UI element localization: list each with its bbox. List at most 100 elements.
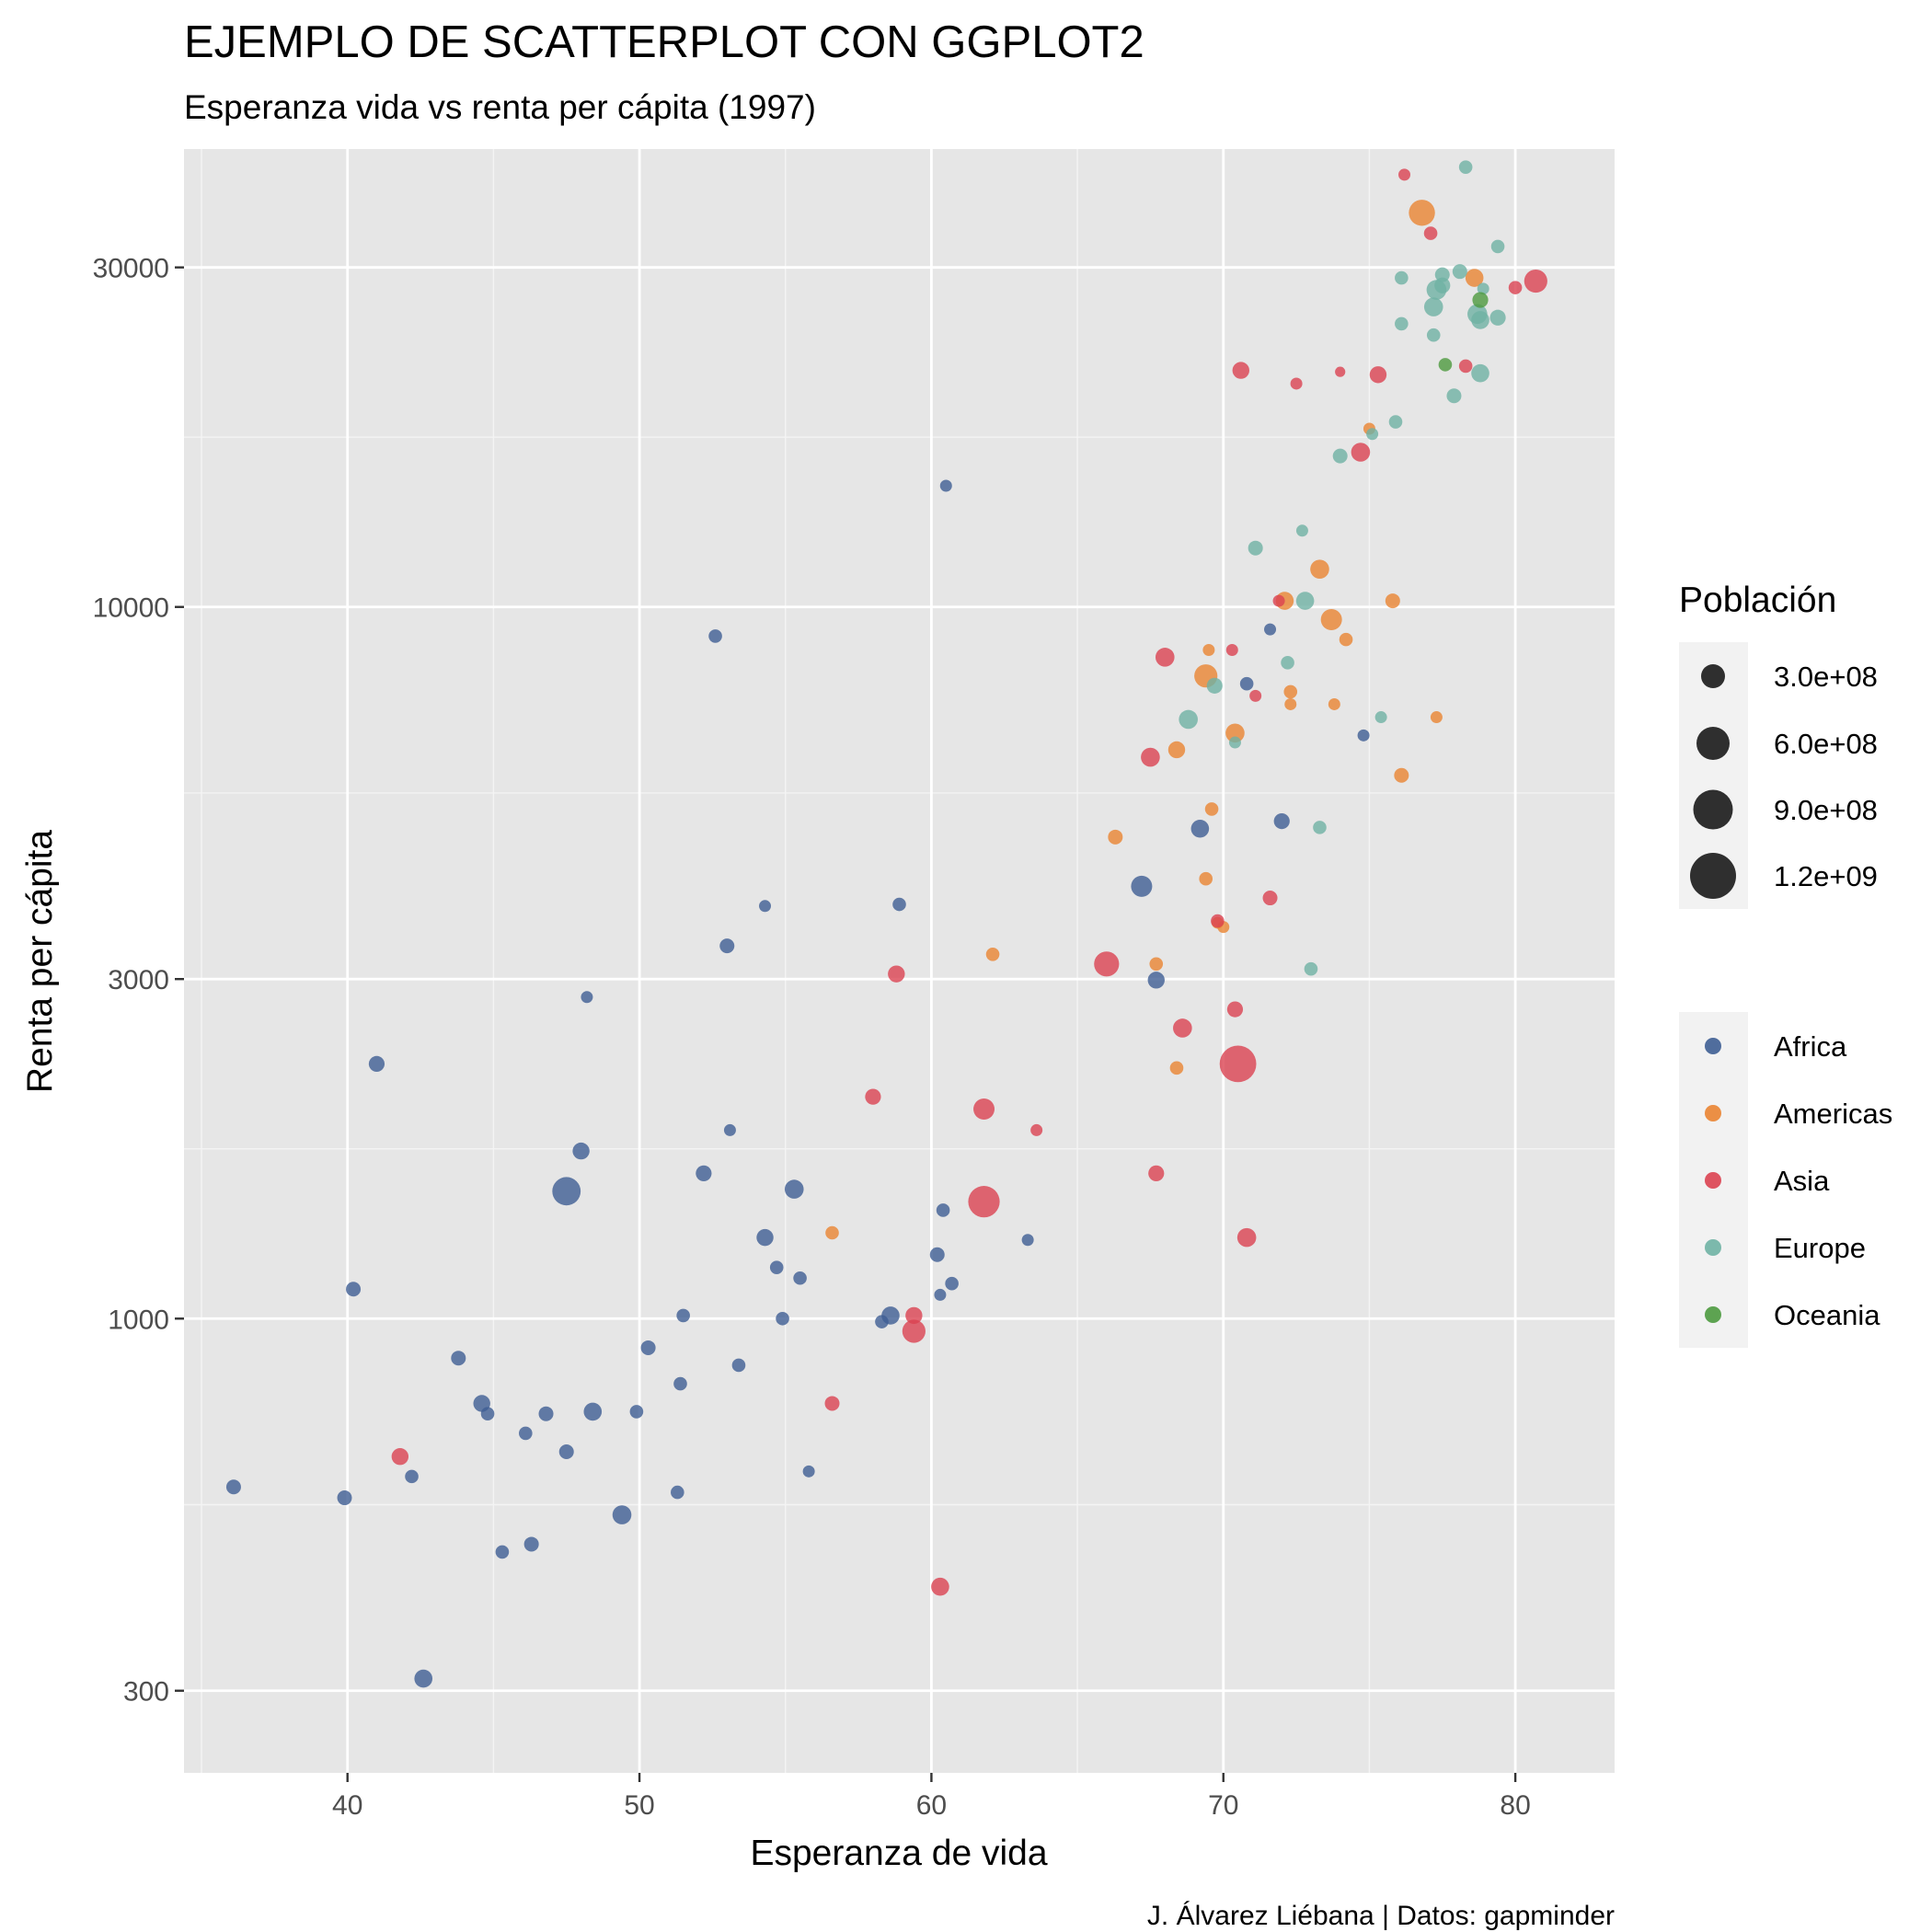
data-point-europe <box>1434 267 1450 282</box>
data-point-africa <box>1190 819 1210 838</box>
data-point-africa <box>337 1490 352 1506</box>
data-point-africa <box>671 1485 684 1500</box>
data-point-americas <box>1199 871 1213 886</box>
data-point-africa <box>731 1358 746 1373</box>
data-point-africa <box>225 1479 241 1495</box>
data-point-africa <box>881 1306 900 1325</box>
data-point-europe <box>1366 428 1379 441</box>
color-legend-key-asia <box>1705 1172 1721 1189</box>
data-point-americas <box>825 1225 839 1240</box>
color-legend-key-africa <box>1705 1038 1721 1054</box>
data-point-americas <box>1283 684 1298 699</box>
data-point-europe <box>1426 328 1441 342</box>
data-point-europe <box>1395 270 1409 285</box>
data-point-europe <box>1332 448 1348 464</box>
data-point-asia <box>1211 914 1225 928</box>
data-point-africa <box>558 1443 574 1459</box>
data-point-africa <box>673 1376 687 1391</box>
data-point-asia <box>1249 689 1262 702</box>
x-tick-label: 50 <box>624 1790 654 1821</box>
data-point-asia <box>824 1396 840 1411</box>
y-tick-label: 10000 <box>93 593 169 624</box>
size-legend: 3.0e+08 6.0e+08 9.0e+08 1.2e+09 <box>1690 661 1878 899</box>
data-point-africa <box>776 1311 789 1326</box>
data-point-americas <box>1339 632 1353 647</box>
data-point-asia <box>1262 891 1278 906</box>
data-point-africa <box>495 1545 510 1559</box>
data-points <box>225 160 1547 1688</box>
data-point-africa <box>1273 812 1290 830</box>
data-point-africa <box>723 1123 736 1136</box>
data-point-asia <box>931 1577 949 1596</box>
x-axis-title: Esperanza de vida <box>750 1834 1047 1873</box>
data-point-americas <box>1430 711 1443 724</box>
data-point-americas <box>1225 723 1245 743</box>
data-point-asia <box>1335 366 1346 377</box>
data-point-europe <box>1248 540 1263 556</box>
minor-gridlines <box>184 149 1615 1773</box>
size-legend-label: 1.2e+09 <box>1774 860 1878 892</box>
data-point-europe <box>1434 277 1451 293</box>
data-point-americas <box>1204 802 1219 816</box>
data-point-asia <box>1232 362 1249 379</box>
data-point-americas <box>1284 697 1297 710</box>
data-point-asia <box>968 1186 1000 1218</box>
data-point-africa <box>936 1203 950 1217</box>
data-point-africa <box>640 1340 656 1355</box>
data-point-americas <box>1310 559 1329 579</box>
chart-subtitle: Esperanza vida vs renta per cápita (1997… <box>184 88 816 126</box>
data-point-africa <box>708 629 722 643</box>
data-point-asia <box>1225 644 1238 657</box>
data-point-africa <box>629 1405 644 1419</box>
data-point-africa <box>583 1402 603 1421</box>
data-point-africa <box>676 1308 690 1323</box>
data-point-americas <box>1202 644 1215 657</box>
data-point-africa <box>939 479 952 492</box>
size-legend-key <box>1696 727 1730 760</box>
data-point-africa <box>346 1282 362 1297</box>
data-point-oceania <box>1472 292 1489 308</box>
y-axis-ticks: 300 1000 3000 10000 30000 <box>93 254 184 1708</box>
data-point-europe <box>1446 388 1462 404</box>
color-legend: Africa Americas Asia Europe Oceania <box>1705 1030 1892 1331</box>
data-point-europe <box>1395 316 1409 331</box>
size-legend-label: 6.0e+08 <box>1774 728 1878 760</box>
data-point-europe <box>1489 309 1506 326</box>
data-point-africa <box>793 1271 807 1285</box>
chart-caption: J. Álvarez Liébana | Datos: gapminder <box>1147 1901 1615 1931</box>
data-point-europe <box>1304 961 1318 976</box>
data-point-africa <box>1357 729 1370 742</box>
color-legend-label: Africa <box>1774 1030 1847 1063</box>
color-legend-label: Oceania <box>1774 1299 1880 1331</box>
data-point-asia <box>1369 366 1387 384</box>
data-point-asia <box>1524 269 1547 293</box>
data-point-europe <box>1458 160 1473 174</box>
data-point-europe <box>1313 821 1327 834</box>
data-point-africa <box>480 1407 495 1421</box>
data-point-africa <box>929 1247 945 1262</box>
color-legend-label: Americas <box>1774 1098 1892 1130</box>
data-point-europe <box>1281 656 1294 670</box>
data-point-asia <box>1148 1165 1165 1181</box>
data-point-asia <box>1272 594 1285 607</box>
data-point-americas <box>1394 767 1409 783</box>
x-tick-label: 70 <box>1208 1790 1238 1821</box>
data-point-africa <box>945 1276 959 1291</box>
x-axis-ticks: 40 50 60 70 80 <box>332 1773 1531 1821</box>
data-point-europe <box>1295 524 1308 537</box>
data-point-asia <box>1226 1001 1244 1018</box>
data-point-europe <box>1179 709 1198 730</box>
data-point-americas <box>1328 697 1340 710</box>
data-point-africa <box>451 1351 466 1366</box>
color-legend-key-oceania <box>1705 1306 1721 1323</box>
data-point-africa <box>696 1165 712 1181</box>
data-point-europe <box>1206 677 1223 694</box>
data-point-americas <box>1320 608 1342 630</box>
data-point-africa <box>759 900 772 913</box>
data-point-americas <box>1465 269 1484 287</box>
data-point-africa <box>802 1465 815 1478</box>
data-point-africa <box>414 1669 433 1688</box>
size-legend-label: 9.0e+08 <box>1774 794 1878 826</box>
